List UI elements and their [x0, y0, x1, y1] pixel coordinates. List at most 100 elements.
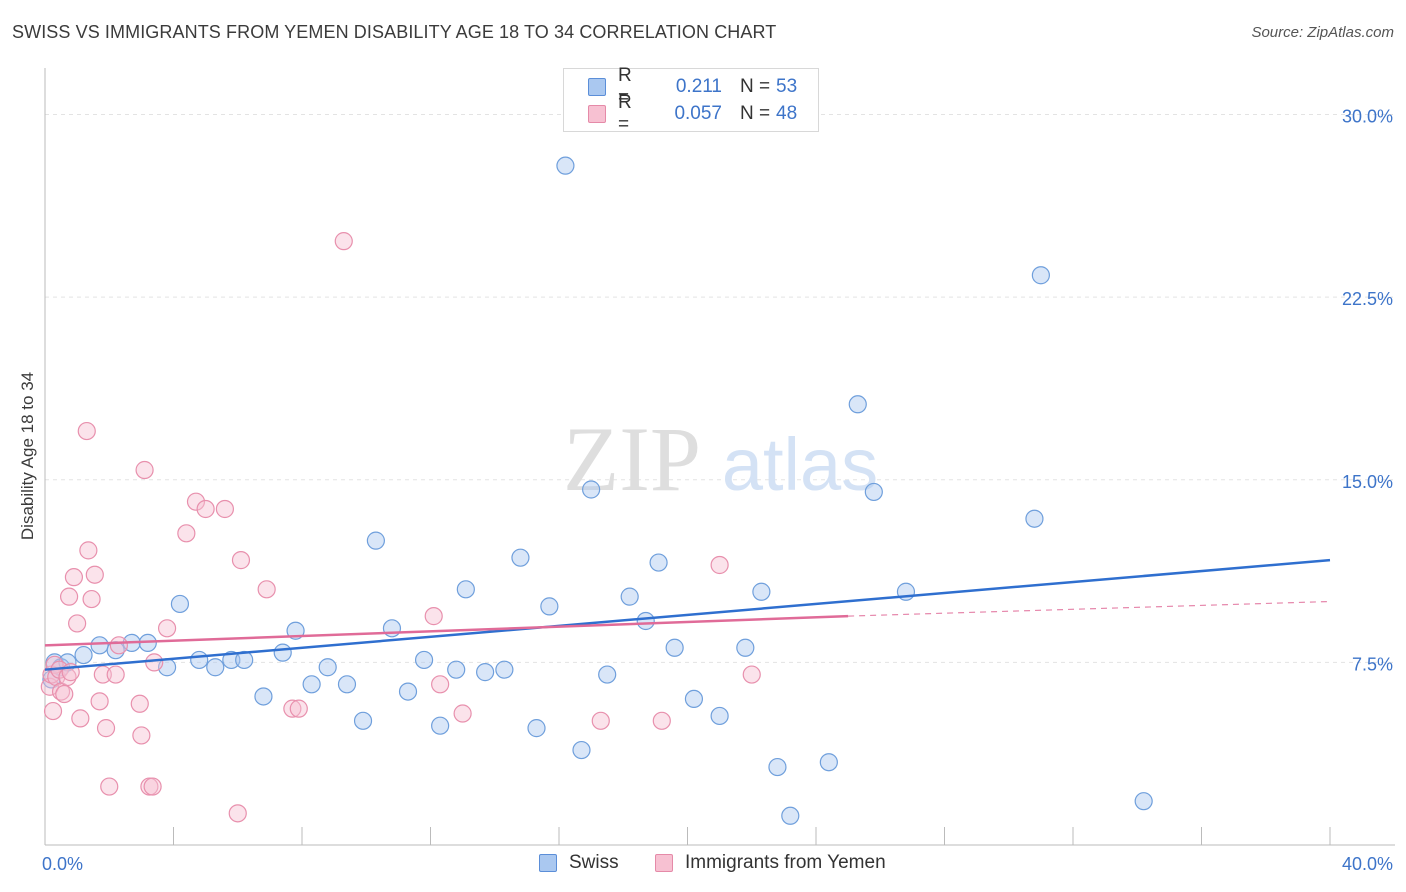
yemen-point [64, 568, 84, 587]
yemen-point [55, 684, 74, 704]
yemen-point [96, 719, 116, 738]
swiss-point [366, 531, 385, 550]
swiss-point [398, 682, 418, 701]
yemen-point [71, 709, 90, 728]
swiss-point [456, 580, 475, 599]
swiss-point [337, 675, 357, 694]
yemen-point [93, 665, 112, 684]
yemen-points [40, 232, 761, 823]
swiss-point [302, 675, 321, 694]
swiss-trend-line [44, 558, 1331, 671]
trend-lines [44, 558, 1331, 671]
tick-labels: 7.5% 15.0% 22.5% 30.0% 0.0% 40.0% [42, 107, 1393, 874]
yemen-point [196, 499, 215, 519]
swiss-point [819, 753, 838, 772]
swiss-point [476, 663, 495, 682]
correlation-legend: R = 0.211 N = 53 R = 0.057 N = 48 [563, 65, 819, 135]
yemen-trend-extension [848, 600, 1331, 617]
legend-yemen-label: Immigrants from Yemen [685, 852, 886, 873]
swiss-point [781, 806, 800, 825]
r-value: 0.057 [674, 103, 722, 124]
swiss-point [414, 650, 434, 670]
yemen-point [453, 704, 472, 723]
swiss-point [768, 757, 787, 777]
yemen-point [231, 551, 251, 570]
yemen-point [109, 636, 128, 655]
y-tick-label: 30.0% [1342, 107, 1393, 127]
yemen-point [710, 555, 729, 575]
swiss-point [636, 611, 655, 631]
swiss-point [649, 553, 668, 572]
watermark-zip: ZIP [563, 408, 701, 510]
legend-row-swiss: R = 0.211 N = 53 [588, 65, 798, 108]
r-label: R = [618, 65, 632, 108]
swiss-point [318, 658, 337, 677]
swiss-swatch [539, 854, 557, 872]
swiss-point [222, 650, 241, 670]
y-tick-label: 22.5% [1342, 289, 1393, 309]
yemen-point [132, 726, 151, 745]
n-value: 53 [776, 76, 798, 97]
yemen-point [85, 565, 104, 584]
legend-item-yemen[interactable]: Immigrants from Yemen [655, 852, 886, 874]
swiss-point [527, 719, 546, 738]
yemen-point [100, 777, 119, 796]
x-tick-label: 40.0% [1342, 854, 1393, 874]
swiss-swatch [588, 78, 606, 96]
swiss-point [598, 665, 617, 684]
yemen-point [143, 777, 162, 796]
n-label: N = [740, 103, 771, 124]
swiss-point [273, 643, 292, 662]
yemen-point [82, 589, 101, 609]
swiss-point [90, 636, 109, 655]
yemen-point [135, 460, 154, 480]
swiss-point [752, 582, 771, 601]
legend-item-swiss[interactable]: Swiss [539, 852, 619, 874]
yemen-point [257, 580, 276, 599]
yemen-point [90, 692, 109, 711]
yemen-point [742, 665, 761, 684]
swiss-point [620, 587, 639, 606]
axes [44, 68, 1395, 846]
watermark-atlas: atlas [722, 423, 878, 506]
n-value: 48 [776, 103, 798, 124]
yemen-point [106, 665, 125, 684]
swiss-point [353, 711, 373, 730]
swiss-point [170, 594, 190, 614]
legend-swiss-label: Swiss [569, 852, 619, 873]
source-label: Source: ZipAtlas.com [1251, 24, 1394, 41]
swiss-point [556, 156, 575, 175]
swiss-point [684, 689, 704, 709]
swiss-points [42, 156, 1153, 825]
yemen-point [591, 711, 610, 730]
yemen-point [43, 701, 63, 721]
n-label: N = [740, 76, 771, 97]
yemen-point [334, 232, 353, 251]
swiss-point [495, 660, 514, 679]
series-legend: Swiss Immigrants from Yemen [0, 852, 1406, 876]
grid-lines [45, 114, 1395, 663]
swiss-point [206, 658, 225, 677]
swiss-point [1025, 509, 1044, 528]
swiss-point [447, 660, 466, 679]
x-tick-label: 0.0% [42, 854, 83, 874]
swiss-point [190, 650, 209, 670]
yemen-trend-line [44, 614, 849, 647]
yemen-swatch [655, 854, 673, 872]
swiss-point [1031, 266, 1050, 285]
y-tick-label: 7.5% [1352, 654, 1393, 674]
yemen-point [652, 711, 671, 730]
yemen-point [424, 607, 443, 626]
swiss-point [382, 619, 402, 638]
r-value: 0.211 [675, 76, 722, 97]
y-tick-label: 15.0% [1342, 472, 1393, 492]
yemen-point [283, 699, 302, 718]
swiss-point [431, 716, 450, 735]
swiss-point [74, 645, 93, 665]
yemen-point [59, 587, 79, 606]
yemen-point [145, 653, 164, 672]
yemen-point [228, 804, 247, 823]
yemen-point [289, 699, 308, 718]
swiss-point [235, 650, 254, 670]
